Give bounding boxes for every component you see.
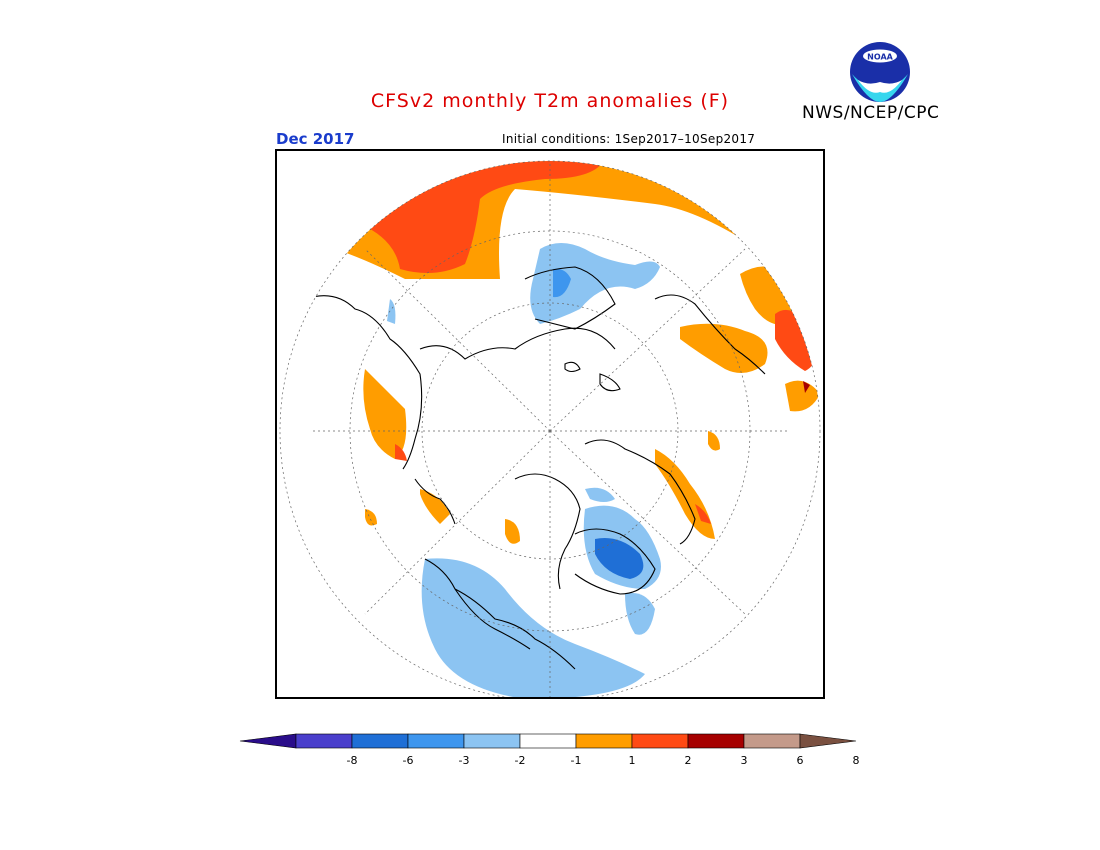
colorbar-arrow-high xyxy=(799,733,857,749)
colorbar-label: -6 xyxy=(403,754,414,767)
cool-anomaly-canada-core xyxy=(595,538,644,579)
hot-spot-japan xyxy=(803,381,810,393)
colorbar-box xyxy=(687,733,745,749)
colorbar-label: -8 xyxy=(347,754,358,767)
warm-anomaly-japan xyxy=(785,380,820,412)
warm-anomaly-aleutians xyxy=(708,431,720,451)
map-border xyxy=(275,149,825,699)
initial-conditions: Initial conditions: 1Sep2017–10Sep2017 xyxy=(502,132,756,146)
cool-anomaly-gulf xyxy=(625,593,655,635)
colorbar-label: 2 xyxy=(685,754,692,767)
strong-warm-anomaly-alaska xyxy=(695,504,711,524)
strong-warm-anomaly-iberia xyxy=(395,444,407,461)
colorbar-label: -1 xyxy=(571,754,582,767)
polar-map xyxy=(275,149,825,699)
colorbar-label: 1 xyxy=(629,754,636,767)
colorbar-box xyxy=(519,733,577,749)
warm-anomaly-labrador xyxy=(420,489,450,524)
colorbar-label: -2 xyxy=(515,754,526,767)
colorbar-box xyxy=(351,733,409,749)
warm-anomaly-east-asia xyxy=(680,323,768,373)
warm-anomaly-mid-atlantic xyxy=(365,509,377,526)
cool-anomaly-siberia-core xyxy=(553,268,571,298)
colorbar-label: -3 xyxy=(459,754,470,767)
colorbar-boxes xyxy=(239,733,857,749)
colorbar-label: 6 xyxy=(797,754,804,767)
coastlines xyxy=(304,266,766,670)
noaa-logo: NOAA xyxy=(850,42,910,102)
colorbar-arrow-low xyxy=(239,733,297,749)
forecast-month: Dec 2017 xyxy=(276,130,355,148)
latitude-circles xyxy=(279,160,821,699)
cool-anomaly-scandinavia xyxy=(387,299,396,324)
colorbar-box xyxy=(631,733,689,749)
warm-anomaly-greenland-coast xyxy=(363,369,407,459)
colorbar-legend: -8 -6 -3 -2 -1 1 2 3 6 8 xyxy=(239,733,860,767)
colorbar-box xyxy=(463,733,521,749)
colorbar-box xyxy=(295,733,353,749)
colorbar-box xyxy=(743,733,801,749)
warm-anomaly-hudson xyxy=(505,519,520,544)
cool-anomaly-arctic-archipelago xyxy=(585,487,615,502)
map-title: CFSv2 monthly T2m anomalies (F) xyxy=(370,90,730,112)
colorbar-label: 3 xyxy=(741,754,748,767)
noaa-logo-text: NOAA xyxy=(867,53,893,62)
colorbar-box xyxy=(407,733,465,749)
cool-anomaly-north-america xyxy=(421,558,645,699)
colorbar-box xyxy=(575,733,633,749)
colorbar-labels: -8 -6 -3 -2 -1 1 2 3 6 8 xyxy=(347,754,860,767)
agency-label: NWS/NCEP/CPC xyxy=(802,103,940,123)
colorbar-label: 8 xyxy=(853,754,860,767)
